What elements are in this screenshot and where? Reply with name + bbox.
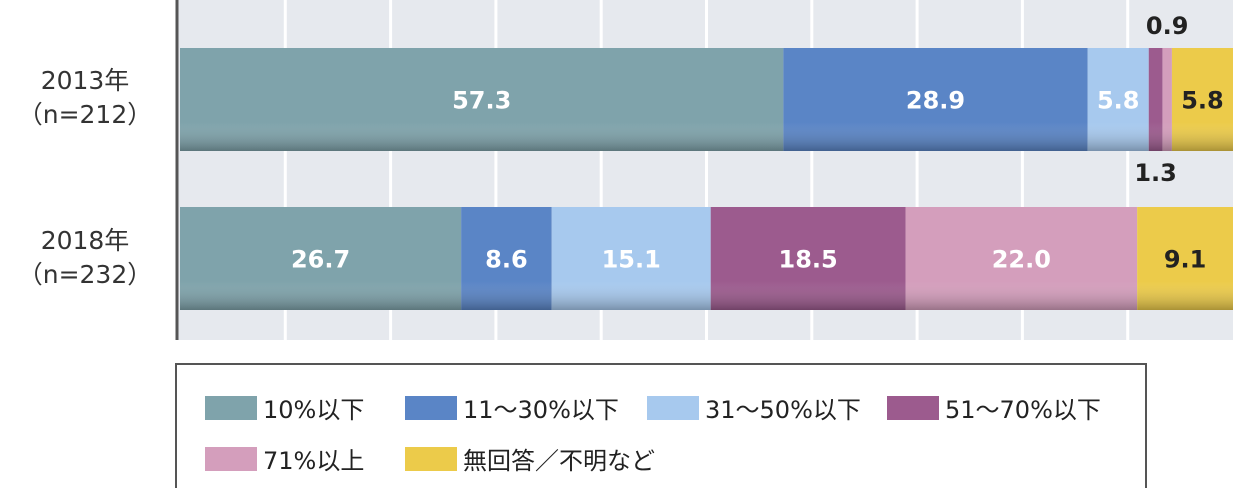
data-label: 15.1 — [602, 246, 661, 274]
bar-segment-shade — [1137, 207, 1233, 310]
bar-segment-shade — [783, 48, 1088, 151]
legend-item: 無回答／不明など — [405, 441, 655, 476]
category-year: 2018年 — [40, 226, 130, 255]
legend-swatch — [205, 446, 257, 471]
legend-label: 51～70%以下 — [945, 396, 1101, 424]
data-label: 28.9 — [906, 87, 965, 115]
data-label: 22.0 — [992, 246, 1051, 274]
stacked-bar-chart: 57.3 28.9 5.8 1.3 0.9 5.8 26.7 8.6 15.1 18.5 22.0 9… — [175, 0, 1233, 340]
legend-label: 71%以上 — [263, 447, 365, 475]
category-year: 2013年 — [40, 66, 130, 95]
data-label: 26.7 — [291, 246, 350, 274]
legend-item: 51～70%以下 — [887, 390, 1101, 425]
data-label: 57.3 — [452, 87, 511, 115]
bar-segment-shade — [1162, 48, 1172, 151]
legend-label: 無回答／不明など — [463, 447, 655, 475]
bar-segment-shade — [180, 207, 462, 310]
data-label: 18.5 — [779, 246, 838, 274]
category-label-2018: 2018年 （n=232） — [0, 224, 170, 292]
legend-swatch — [205, 395, 257, 420]
category-n: （n=212） — [17, 100, 153, 129]
data-label: 5.8 — [1097, 87, 1140, 115]
legend: 10%以下 11～30%以下 31～50%以下 51～70%以下 71%以上 無… — [175, 363, 1147, 488]
bar-segment-shade — [710, 207, 906, 310]
bar-segment-shade — [180, 48, 784, 151]
bar-segment-shade — [461, 207, 552, 310]
legend-swatch — [405, 446, 457, 471]
bar-segment-shade — [1171, 48, 1233, 151]
bar-segment-shade — [905, 207, 1138, 310]
legend-swatch — [405, 395, 457, 420]
legend-item: 10%以下 — [205, 390, 364, 425]
data-labels: 57.3 28.9 5.8 1.3 0.9 5.8 26.7 8.6 15.1 18.5 22.0 9… — [291, 12, 1224, 274]
data-label: 0.9 — [1146, 12, 1189, 40]
category-n: （n=232） — [17, 260, 153, 289]
legend-item: 31～50%以下 — [647, 390, 861, 425]
data-label: 9.1 — [1164, 246, 1207, 274]
legend-label: 31～50%以下 — [705, 396, 861, 424]
legend-label: 10%以下 — [263, 396, 365, 424]
legend-item: 11～30%以下 — [405, 390, 619, 425]
data-label: 1.3 — [1134, 159, 1177, 187]
data-label: 5.8 — [1181, 87, 1224, 115]
legend-item: 71%以上 — [205, 441, 364, 476]
bar-segment-shade — [1148, 48, 1163, 151]
category-label-2013: 2013年 （n=212） — [0, 64, 170, 132]
data-label: 8.6 — [485, 246, 528, 274]
bar-segments — [180, 48, 1233, 310]
bar-segment-shade — [551, 207, 711, 310]
bar-segment-shade — [1087, 48, 1149, 151]
legend-swatch — [647, 395, 699, 420]
legend-swatch — [887, 395, 939, 420]
legend-label: 11～30%以下 — [463, 396, 619, 424]
